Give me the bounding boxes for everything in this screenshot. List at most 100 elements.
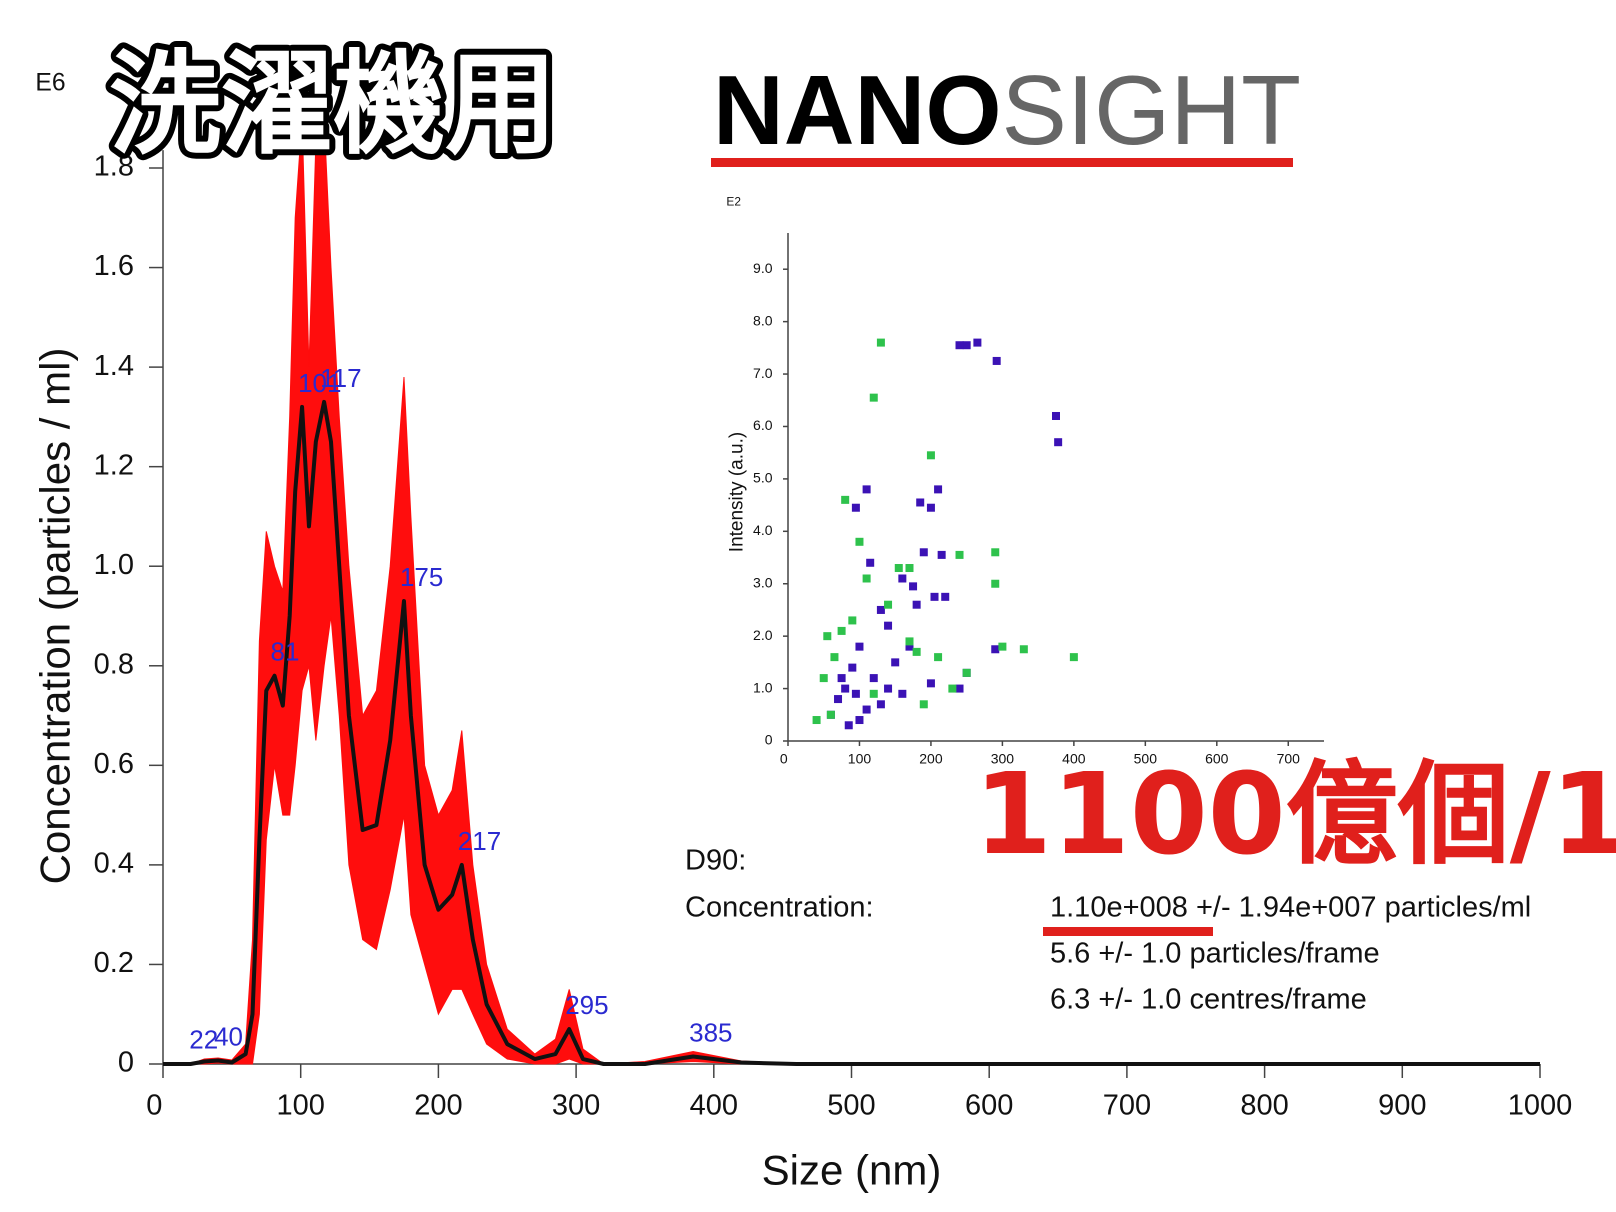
scatter-point: [830, 653, 839, 662]
brand-light: SIGHT: [1002, 55, 1301, 165]
x-tick-label: 700: [1103, 1090, 1151, 1122]
stat-label: Concentration:: [685, 892, 874, 924]
scatter-point: [934, 485, 943, 494]
peak-label: 101: [298, 368, 341, 398]
scatter-point: [884, 684, 893, 693]
y-tick-label: 0.2: [94, 947, 134, 979]
y-tick-label: 1.6: [94, 250, 134, 282]
mean-line: [163, 399, 1540, 1066]
y-tick-label: 0.6: [94, 748, 134, 780]
main-chart: 0 0.2 0.4 0.6 0.8 1.0 1.2 1.4 1.6 1.8 0 100 200 300 40…: [32, 69, 1573, 1193]
scatter-point: [812, 716, 821, 725]
x-tick-label: 200: [414, 1090, 462, 1122]
y-tick-label: 8.0: [753, 312, 773, 328]
scatter-point: [919, 548, 928, 557]
scatter-point: [898, 689, 907, 698]
scatter-point: [862, 705, 871, 714]
scatter-point: [1054, 438, 1063, 447]
scatter-point: [1052, 411, 1060, 420]
y-axis-title: Concentration (particles / ml): [32, 348, 79, 885]
scatter-point: [962, 341, 971, 350]
brand: NANOSIGHT: [713, 55, 1301, 165]
y-tick-label: 1.0: [753, 679, 773, 695]
y-axis-title: Intensity (a.u.): [727, 432, 748, 552]
scatter-point: [962, 668, 971, 677]
scatter-point: [844, 721, 853, 730]
x-tick-label: 500: [1134, 751, 1158, 767]
y-tick-label: 1.2: [94, 449, 134, 481]
y-tick-label: 6.0: [753, 417, 773, 433]
scatter-point: [991, 548, 1000, 557]
y-tick-label: 0.8: [94, 648, 134, 680]
scatter-point: [819, 674, 828, 683]
scatter-point: [905, 564, 914, 573]
y-tick-label: 5.0: [753, 470, 773, 486]
scatter-point: [891, 658, 900, 667]
y-tick-label: 0: [765, 732, 773, 748]
x-tick-label: 800: [1240, 1090, 1288, 1122]
x-tick-label: 900: [1378, 1090, 1426, 1122]
y-tick-label: 2.0: [753, 627, 773, 643]
scatter-point: [998, 642, 1007, 651]
scatter-point: [869, 393, 878, 402]
scatter-point: [823, 632, 832, 641]
plot-area: [163, 140, 1540, 1066]
y-tick-label: 1.0: [94, 549, 134, 581]
scatter-point: [841, 495, 850, 504]
x-tick-label: 100: [277, 1090, 325, 1122]
scatter-point: [930, 592, 939, 601]
x-tick-label: 700: [1277, 751, 1301, 767]
scatter-point: [973, 338, 982, 347]
scatter-point: [855, 642, 864, 651]
y-tick-label: 1.8: [94, 151, 134, 183]
scatter-point: [991, 579, 1000, 588]
scatter-point: [916, 498, 925, 507]
x-tick-label: 500: [827, 1090, 875, 1122]
scatter-point: [837, 674, 846, 683]
inset-chart: 0 1.0 2.0 3.0 4.0 5.0 6.0 7.0 8.0 9.0 0 100 200 300 40…: [726, 195, 1324, 767]
peak-label: 295: [565, 990, 608, 1020]
scatter-point: [862, 485, 871, 494]
scatter-point: [869, 689, 878, 698]
scatter-point: [955, 341, 964, 350]
scatter-point: [884, 621, 893, 630]
callout: 1100億個/1L: [974, 750, 1616, 880]
x-tick-label: 600: [965, 1090, 1013, 1122]
scatter-point: [841, 684, 850, 693]
peak-label: 22: [189, 1024, 218, 1054]
stat-value: 6.3 +/- 1.0 centres/frame: [1050, 984, 1367, 1016]
stats: D90: Concentration: 1.10e+008 +/- 1.94e+…: [685, 845, 1531, 1016]
heading: 洗濯機用: [109, 40, 557, 170]
brand-underline: [711, 158, 1293, 167]
x-tick-label: 0: [780, 751, 788, 767]
scatter-point: [866, 558, 875, 567]
scatter-point: [941, 592, 950, 601]
scatter-point: [937, 550, 946, 559]
scatter-point: [848, 663, 857, 672]
y-tick-label: 4.0: [753, 522, 773, 538]
x-tick-label: 0: [146, 1090, 162, 1122]
stat-value: 1.10e+008 +/- 1.94e+007 particles/ml: [1050, 892, 1531, 924]
peak-label: 117: [320, 363, 361, 393]
scatter-point: [876, 605, 885, 614]
y-tick-label: 3.0: [753, 574, 773, 590]
scatter-point: [862, 574, 871, 583]
scatter-point: [826, 710, 835, 719]
brand-bold: NANO: [713, 55, 1002, 165]
stat-label: D90:: [685, 845, 746, 877]
scatter-point: [955, 684, 964, 693]
scatter-point: [934, 653, 943, 662]
scatter-point: [912, 647, 921, 656]
y-tick-label: 0.4: [94, 848, 134, 880]
scatter-point: [848, 616, 857, 625]
peak-label: 40: [214, 1021, 243, 1051]
x-tick-label: 100: [848, 751, 872, 767]
scatter-point: [909, 582, 918, 591]
y-multiplier: E2: [726, 195, 741, 209]
scatter-point: [991, 645, 1000, 654]
scatter-point: [1019, 645, 1028, 654]
x-tick-label: 400: [690, 1090, 738, 1122]
scatter-point: [992, 356, 1001, 365]
scatter-point: [851, 689, 860, 698]
